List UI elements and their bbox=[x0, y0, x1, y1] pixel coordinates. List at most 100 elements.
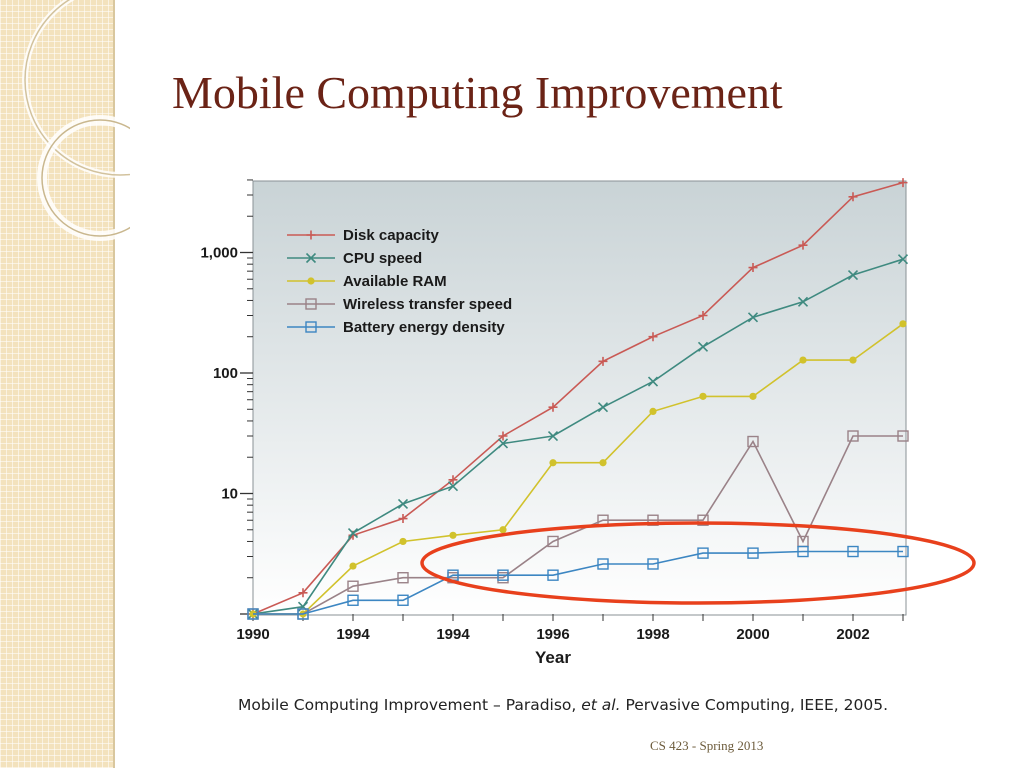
data-point bbox=[898, 178, 908, 188]
x-tick-label: 1998 bbox=[636, 626, 669, 643]
data-point bbox=[647, 558, 659, 570]
data-point bbox=[899, 320, 907, 328]
data-point bbox=[697, 547, 709, 559]
data-point bbox=[305, 298, 317, 310]
data-point bbox=[698, 311, 708, 321]
data-point bbox=[847, 430, 859, 442]
data-point bbox=[305, 252, 317, 264]
legend-label: Available RAM bbox=[343, 273, 447, 290]
data-point bbox=[598, 356, 608, 366]
legend-item: Disk capacity bbox=[287, 227, 440, 244]
data-point bbox=[699, 392, 707, 400]
data-point bbox=[247, 608, 259, 620]
data-point bbox=[397, 572, 409, 584]
strip-edge-line bbox=[113, 0, 115, 768]
data-point bbox=[847, 269, 859, 281]
data-point bbox=[349, 562, 357, 570]
data-point bbox=[497, 569, 509, 581]
decorative-circles bbox=[22, 0, 130, 241]
data-point bbox=[498, 431, 508, 441]
legend-label: Disk capacity bbox=[343, 227, 440, 244]
y-tick-label: 10 bbox=[221, 486, 238, 503]
series-line bbox=[253, 323, 904, 615]
data-point bbox=[547, 535, 559, 548]
data-point bbox=[747, 435, 759, 448]
data-point bbox=[797, 296, 809, 307]
slide-footer: CS 423 - Spring 2013 bbox=[650, 738, 764, 753]
y-tick-label: 1,000 bbox=[200, 245, 238, 262]
series-line bbox=[253, 550, 903, 615]
data-point bbox=[747, 547, 759, 559]
data-point bbox=[599, 459, 607, 467]
y-tick-label: 100 bbox=[213, 365, 238, 382]
data-point bbox=[749, 392, 757, 400]
data-point bbox=[648, 332, 658, 342]
legend-item: CPU speed bbox=[287, 250, 422, 267]
data-point bbox=[897, 430, 909, 442]
series-line bbox=[252, 181, 904, 615]
x-tick-label: 2000 bbox=[736, 626, 769, 643]
legend-item: Battery energy density bbox=[287, 319, 505, 336]
data-point bbox=[748, 263, 758, 273]
caption-author: Paradiso, bbox=[505, 696, 582, 714]
data-point bbox=[448, 475, 458, 485]
data-point bbox=[447, 481, 459, 492]
x-tick-label: 1994 bbox=[436, 626, 470, 643]
legend-label: Wireless transfer speed bbox=[343, 296, 512, 313]
data-point bbox=[298, 588, 308, 598]
data-point bbox=[799, 356, 807, 364]
data-point bbox=[848, 192, 858, 202]
data-point bbox=[307, 277, 315, 285]
data-point bbox=[305, 321, 317, 333]
data-point bbox=[797, 545, 809, 558]
data-point bbox=[798, 240, 808, 250]
legend-label: Battery energy density bbox=[343, 319, 505, 336]
x-axis-title: Year bbox=[535, 648, 571, 667]
series-line bbox=[252, 258, 904, 615]
slide-title: Mobile Computing Improvement bbox=[172, 67, 783, 118]
legend-item: Wireless transfer speed bbox=[287, 296, 512, 313]
data-point bbox=[597, 402, 609, 413]
caption-et-al: et al. bbox=[581, 696, 621, 714]
legend-item: Available RAM bbox=[287, 273, 447, 290]
data-point bbox=[397, 498, 409, 509]
data-point bbox=[897, 254, 909, 265]
x-tick-label: 2002 bbox=[836, 626, 869, 643]
legend: Disk capacity CPU speed Available RAM Wirel… bbox=[287, 227, 512, 336]
battery-highlight-ellipse bbox=[420, 521, 976, 605]
data-point bbox=[597, 558, 609, 570]
data-point bbox=[399, 537, 407, 546]
plot-area bbox=[252, 180, 907, 616]
series-cpu-speed bbox=[247, 254, 909, 620]
y-axis: 10 100 1,000 bbox=[200, 179, 253, 615]
data-point bbox=[697, 341, 709, 352]
x-tick-label: 1996 bbox=[536, 626, 569, 643]
citation-caption: Mobile Computing Improvement – Paradiso,… bbox=[238, 696, 888, 714]
data-point bbox=[549, 459, 557, 467]
caption-title: Mobile Computing Improvement – bbox=[238, 696, 506, 714]
data-point bbox=[647, 514, 659, 526]
data-point bbox=[547, 430, 559, 442]
x-axis: 1990 1994 1994 1996 1998 2000 2002 bbox=[236, 614, 904, 643]
left-decorative-strip bbox=[0, 0, 113, 768]
series-battery-energy-density bbox=[247, 545, 909, 620]
data-point bbox=[649, 407, 657, 416]
series-available-ram bbox=[249, 320, 907, 618]
data-point bbox=[347, 527, 359, 539]
data-point bbox=[347, 594, 359, 606]
data-point bbox=[398, 514, 408, 524]
data-point bbox=[499, 526, 507, 534]
data-point bbox=[647, 376, 659, 387]
data-point bbox=[849, 356, 857, 364]
data-point bbox=[747, 312, 759, 323]
data-point bbox=[449, 531, 457, 539]
data-point bbox=[548, 402, 558, 412]
data-point bbox=[347, 580, 359, 592]
legend-label: CPU speed bbox=[343, 250, 422, 267]
caption-source: Pervasive Computing, IEEE, 2005. bbox=[620, 696, 889, 714]
data-point bbox=[297, 608, 309, 620]
data-point bbox=[847, 545, 859, 558]
data-point bbox=[697, 514, 709, 526]
data-point bbox=[547, 569, 559, 581]
